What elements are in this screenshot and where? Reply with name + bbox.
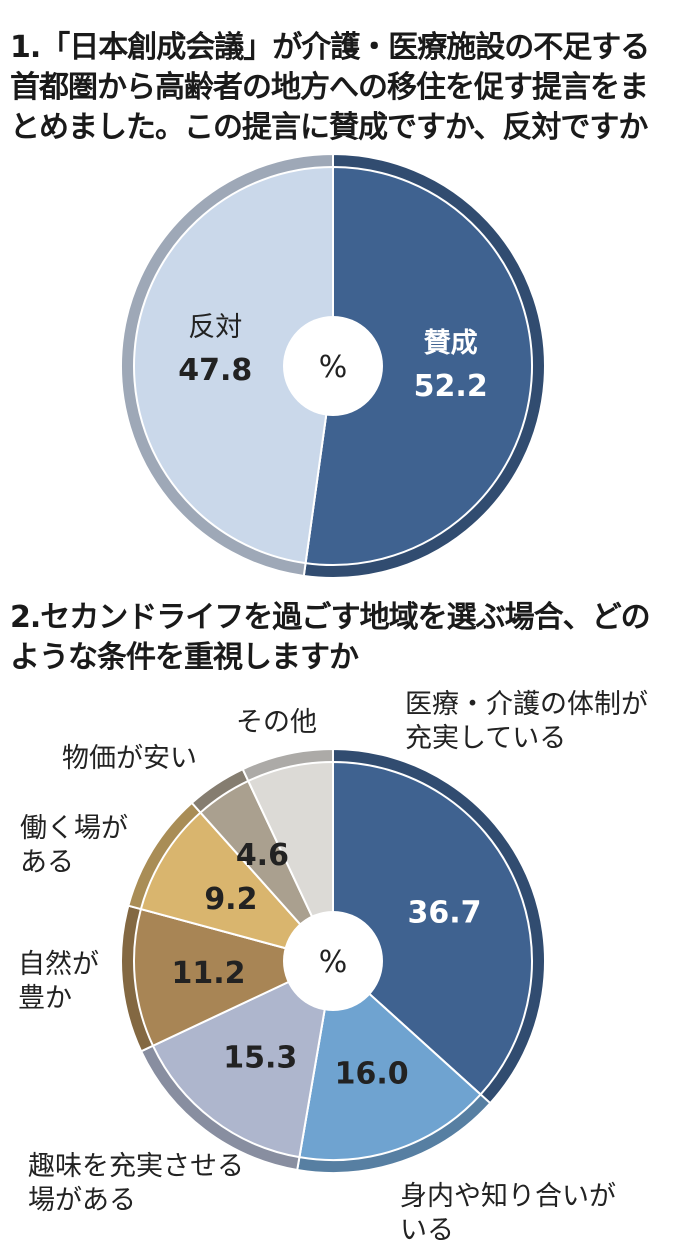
- slice-value-label: 47.8: [178, 353, 252, 388]
- category-label-line: 働く場が: [20, 813, 128, 844]
- pie-slice: [332, 760, 533, 1096]
- pie-slice: [304, 165, 534, 566]
- pie-center-hole: [283, 316, 383, 416]
- category-label: その他: [236, 706, 317, 740]
- slice-name-label: 反対: [188, 312, 242, 343]
- pie-chart-approval: % 賛成 52.2 反対 47.8: [120, 152, 546, 579]
- pie-slice: [133, 907, 336, 1048]
- category-label: 働く場が ある: [20, 812, 128, 880]
- category-label-line: 物価が安い: [62, 743, 197, 774]
- center-label: %: [319, 350, 348, 385]
- slice-value-label: 9.2: [204, 882, 257, 917]
- category-label: 医療・介護の体制が 充実している: [405, 688, 648, 756]
- category-label-line: 趣味を充実させる: [28, 1151, 244, 1182]
- category-label: 自然が 豊か: [18, 948, 99, 1016]
- pie-slice: [133, 165, 334, 565]
- question-number: 1.: [10, 30, 41, 65]
- question-2: 2.セカンドライフを過ごす地域を選ぶ場合、どのような条件を重視しますか: [10, 598, 670, 678]
- pie-center-hole: [283, 911, 383, 1011]
- question-number: 2.: [10, 600, 41, 635]
- slice-value-label: 16.0: [335, 1057, 409, 1092]
- category-label: 趣味を充実させる 場がある: [28, 1150, 244, 1218]
- category-label-line: 自然が: [18, 949, 99, 980]
- category-label: 物価が安い: [62, 742, 197, 776]
- slice-value-label: 4.6: [236, 838, 289, 873]
- pie-chart-conditions: % 36.7 16.0 15.3 11.2 9.2 4.6: [120, 747, 547, 1175]
- category-label-line: ある: [20, 847, 74, 878]
- category-label-line: いる: [400, 1215, 454, 1246]
- category-label-line: 充実している: [405, 723, 567, 754]
- slice-value-label: 15.3: [223, 1041, 297, 1076]
- category-label-line: 身内や知り合いが: [400, 1181, 616, 1212]
- category-label: 身内や知り合いが いる: [400, 1180, 616, 1248]
- question-text: セカンドライフを過ごす地域を選ぶ場合、どのような条件を重視しますか: [10, 600, 651, 675]
- category-label-line: 場がある: [28, 1185, 136, 1216]
- slice-value-label: 11.2: [171, 956, 245, 991]
- question-text: 「日本創成会議」が介護・医療施設の不足する首都圏から高齢者の地方への移住を促す提…: [10, 30, 650, 145]
- center-label: %: [319, 945, 348, 980]
- question-1: 1.「日本創成会議」が介護・医療施設の不足する首都圏から高齢者の地方への移住を促…: [10, 28, 670, 148]
- pie-slice: [151, 959, 335, 1159]
- pie-slice: [246, 760, 334, 962]
- category-label-line: 豊か: [18, 983, 72, 1014]
- category-label-line: その他: [236, 707, 317, 738]
- pie-slice: [298, 959, 483, 1161]
- slice-name-label: 賛成: [424, 328, 478, 359]
- slice-value-label: 52.2: [414, 369, 488, 404]
- slice-value-label: 36.7: [407, 896, 481, 931]
- category-label-line: 医療・介護の体制が: [405, 689, 648, 720]
- pie-slice: [139, 811, 336, 963]
